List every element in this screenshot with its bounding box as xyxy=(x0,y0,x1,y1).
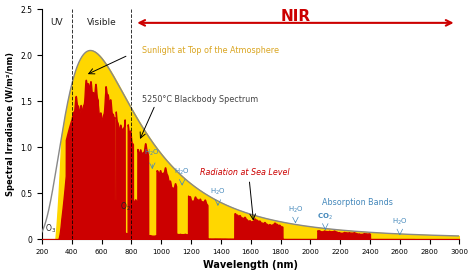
Text: 5250°C Blackbody Spectrum: 5250°C Blackbody Spectrum xyxy=(142,95,258,104)
Text: H$_2$O: H$_2$O xyxy=(392,217,408,227)
Text: H$_2$O: H$_2$O xyxy=(288,205,303,215)
Text: Visible: Visible xyxy=(87,18,117,27)
Text: O$_2$: O$_2$ xyxy=(120,201,131,213)
Text: H$_2$O: H$_2$O xyxy=(145,148,160,158)
X-axis label: Wavelength (nm): Wavelength (nm) xyxy=(203,261,298,270)
Text: O$_3$: O$_3$ xyxy=(46,223,56,235)
Text: H$_2$O: H$_2$O xyxy=(210,187,226,197)
Text: Radiation at Sea Level: Radiation at Sea Level xyxy=(200,168,290,177)
Text: Sunlight at Top of the Atmosphere: Sunlight at Top of the Atmosphere xyxy=(142,46,279,55)
Text: CO$_2$: CO$_2$ xyxy=(318,211,333,222)
Text: H$_2$O: H$_2$O xyxy=(174,166,190,177)
Text: Absorption Bands: Absorption Bands xyxy=(322,198,393,207)
Y-axis label: Spectral Irradiance (W/m²/nm): Spectral Irradiance (W/m²/nm) xyxy=(6,52,15,196)
Text: UV: UV xyxy=(51,18,63,27)
Text: NIR: NIR xyxy=(280,9,310,24)
